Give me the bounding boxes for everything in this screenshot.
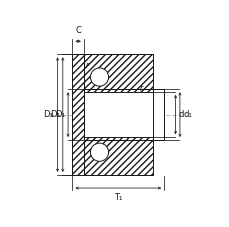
Text: D₁: D₁ xyxy=(55,110,65,119)
Bar xyxy=(83,137,152,175)
Text: T₁: T₁ xyxy=(114,193,122,202)
Text: d: d xyxy=(178,110,183,119)
Bar xyxy=(152,89,164,140)
Bar xyxy=(83,54,152,92)
Text: D₂: D₂ xyxy=(50,110,59,119)
Bar xyxy=(152,89,164,140)
Text: C: C xyxy=(75,26,81,35)
Bar xyxy=(83,89,164,140)
Circle shape xyxy=(90,68,108,86)
Bar xyxy=(83,92,152,137)
Text: r: r xyxy=(139,84,142,93)
Bar xyxy=(72,54,83,175)
Text: d₁: d₁ xyxy=(182,110,191,119)
Text: r: r xyxy=(85,61,88,70)
Text: D₃: D₃ xyxy=(43,110,53,119)
Circle shape xyxy=(90,143,108,161)
